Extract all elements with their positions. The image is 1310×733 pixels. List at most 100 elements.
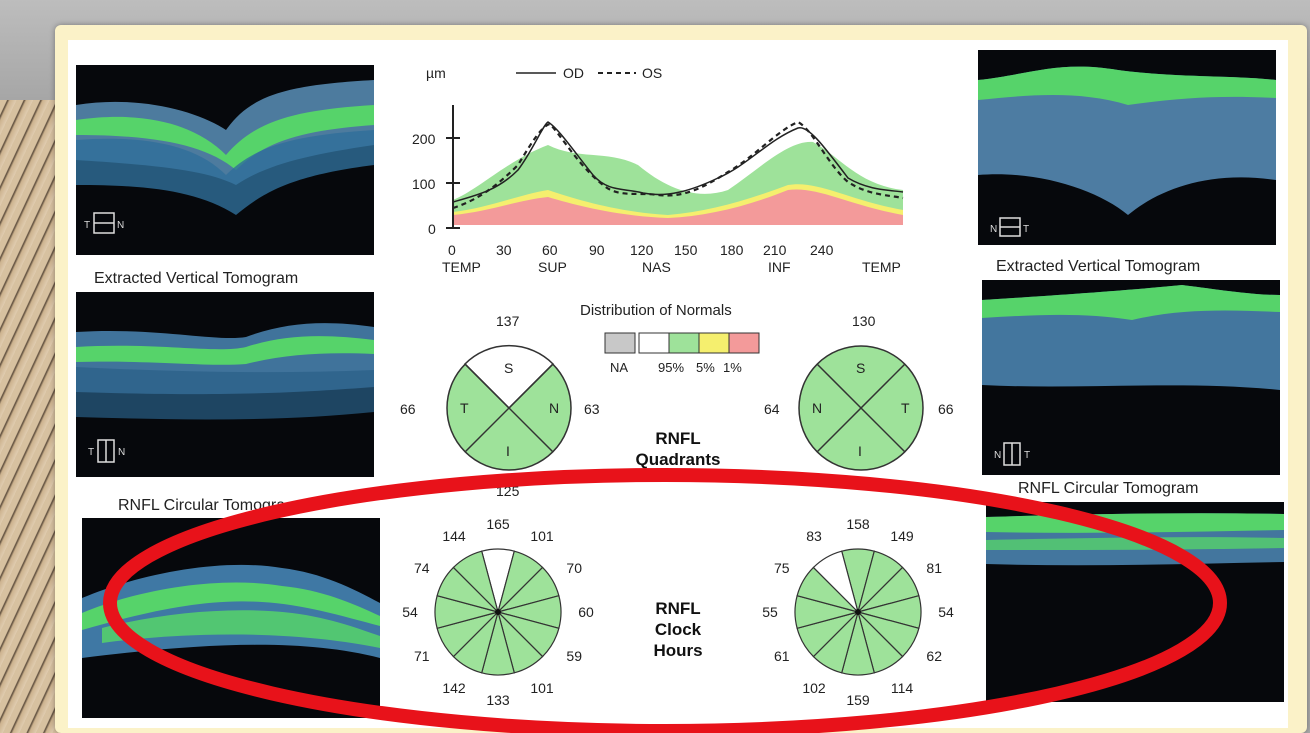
os-clock-value-5: 62 bbox=[926, 648, 942, 664]
od-clock-value-8: 142 bbox=[442, 680, 466, 696]
marker-right: T bbox=[1024, 450, 1030, 461]
x-tick-150: 150 bbox=[674, 242, 698, 258]
x-region-temp: TEMP bbox=[442, 259, 481, 275]
swatch-1 bbox=[728, 332, 760, 354]
od-letter-n: N bbox=[549, 400, 559, 416]
os-letter-n: N bbox=[812, 400, 822, 416]
distribution-label-1: 1% bbox=[723, 360, 742, 375]
od-value-s: 137 bbox=[496, 313, 520, 329]
od-quadrant-chart: S T N I 137 66 63 125 bbox=[388, 298, 628, 499]
right-bottom-tomogram bbox=[986, 502, 1284, 702]
od-letter-t: T bbox=[460, 400, 469, 416]
os-clock-value-12: 83 bbox=[806, 528, 822, 544]
os-clock-value-6: 114 bbox=[891, 680, 914, 696]
tsnit-graph: µm OD OS 200 100 0 0 30 60 90 120 bbox=[408, 50, 948, 285]
distribution-label-5: 5% bbox=[696, 360, 715, 375]
band-1 bbox=[453, 189, 903, 225]
od-clock-value-10: 54 bbox=[402, 604, 418, 620]
marker-left: N bbox=[990, 224, 997, 235]
x-tick-30: 30 bbox=[496, 242, 512, 258]
y-tick-label-200: 200 bbox=[412, 131, 436, 147]
caption-left-circular: RNFL Circular Tomogra bbox=[118, 497, 286, 514]
marker-right: T bbox=[1023, 224, 1029, 235]
distribution-label-na: NA bbox=[610, 360, 629, 375]
quadrants-title: RNFL Quadrants bbox=[623, 428, 733, 470]
oct-report-sheet: T N Extracted Vertical Tomogram T N RNFL… bbox=[68, 40, 1288, 728]
caption-right-vertical: Extracted Vertical Tomogram bbox=[996, 258, 1201, 275]
os-clock-value-3: 81 bbox=[926, 560, 942, 576]
os-value-s: 130 bbox=[852, 313, 876, 329]
od-clock-value-6: 101 bbox=[530, 680, 554, 696]
os-value-t: 66 bbox=[938, 401, 954, 417]
x-tick-210: 210 bbox=[763, 242, 787, 258]
x-region-temp-end: TEMP bbox=[862, 259, 901, 275]
os-clock-value-1: 158 bbox=[846, 516, 870, 532]
x-region-nas: NAS bbox=[642, 259, 671, 275]
x-tick-240: 240 bbox=[810, 242, 834, 258]
marker-left: T bbox=[88, 447, 94, 458]
os-value-n: 64 bbox=[764, 401, 780, 417]
os-clock-value-4: 54 bbox=[938, 604, 954, 620]
od-value-n: 63 bbox=[584, 401, 600, 417]
od-letter-s: S bbox=[504, 360, 513, 376]
os-clock-svg: 158 149 81 54 62 114 159 102 61 55 75 83 bbox=[762, 516, 954, 708]
left-bottom-tomogram bbox=[82, 518, 380, 718]
marker-right: N bbox=[117, 220, 124, 231]
quadrants-title-line2: Quadrants bbox=[635, 450, 721, 469]
os-clock-value-2: 149 bbox=[890, 528, 914, 544]
od-quadrant-superior bbox=[463, 345, 555, 410]
od-clock-chart: 165 101 70 60 59 101 133 142 71 54 74 144 bbox=[398, 510, 598, 715]
os-clock-center bbox=[855, 609, 861, 615]
od-value-t: 66 bbox=[400, 401, 416, 417]
od-clock-value-2: 101 bbox=[530, 528, 554, 544]
od-clock-center bbox=[495, 609, 501, 615]
od-clock-value-9: 71 bbox=[414, 648, 430, 664]
os-clock-value-10: 55 bbox=[762, 604, 778, 620]
od-letter-i: I bbox=[506, 443, 510, 459]
tomogram-image bbox=[986, 502, 1284, 702]
clock-hours-title: RNFL Clock Hours bbox=[628, 598, 728, 661]
tomogram-image: T N bbox=[76, 292, 374, 477]
legend-os-label: OS bbox=[642, 65, 662, 81]
marker-left: N bbox=[994, 450, 1001, 461]
clock-hours-title-line3: Hours bbox=[653, 641, 703, 660]
swatch-na bbox=[604, 332, 636, 354]
os-quadrant-chart: S N T I 130 64 66 bbox=[748, 298, 988, 498]
os-letter-s: S bbox=[856, 360, 865, 376]
clock-hours-title-line1: RNFL bbox=[655, 599, 701, 618]
distribution-title: Distribution of Normals bbox=[580, 302, 732, 319]
x-tick-180: 180 bbox=[720, 242, 744, 258]
graph-y-unit: µm bbox=[426, 65, 446, 81]
os-clock-value-8: 102 bbox=[802, 680, 826, 696]
tsnit-graph-svg: µm OD OS 200 100 0 0 30 60 90 120 bbox=[412, 65, 904, 275]
y-tick-label-100: 100 bbox=[412, 176, 436, 192]
left-circular-tomogram: T N bbox=[76, 292, 374, 477]
os-clock-value-9: 61 bbox=[774, 648, 790, 664]
right-vertical-tomogram: N T bbox=[978, 50, 1276, 245]
distribution-swatches bbox=[604, 332, 764, 354]
distribution-swatches-svg bbox=[604, 332, 760, 354]
od-clock-value-3: 70 bbox=[566, 560, 582, 576]
swatch-green bbox=[668, 332, 700, 354]
od-clock-value-4: 60 bbox=[578, 604, 594, 620]
os-letter-t: T bbox=[901, 400, 910, 416]
od-clock-value-7: 133 bbox=[486, 692, 510, 708]
swatch-5 bbox=[698, 332, 730, 354]
od-value-i: 125 bbox=[496, 483, 520, 498]
od-clock-value-5: 59 bbox=[566, 648, 582, 664]
tomogram-image: N T bbox=[982, 280, 1280, 475]
y-tick-label-0: 0 bbox=[428, 221, 436, 237]
distribution-label-95: 95% bbox=[658, 360, 685, 375]
os-quadrant-svg: S N T I 130 64 66 bbox=[764, 313, 954, 471]
caption-left-vertical: Extracted Vertical Tomogram bbox=[94, 270, 299, 287]
tomogram-image: N T bbox=[978, 50, 1276, 245]
x-region-sup: SUP bbox=[538, 259, 567, 275]
od-clock-value-11: 74 bbox=[414, 560, 430, 576]
x-region-inf: INF bbox=[768, 259, 791, 275]
os-letter-i: I bbox=[858, 443, 862, 459]
marker-left: T bbox=[84, 220, 90, 231]
legend-od-label: OD bbox=[563, 65, 584, 81]
caption-right-circular: RNFL Circular Tomogram bbox=[1018, 480, 1199, 497]
os-curve bbox=[452, 120, 904, 210]
x-tick-0: 0 bbox=[448, 242, 456, 258]
